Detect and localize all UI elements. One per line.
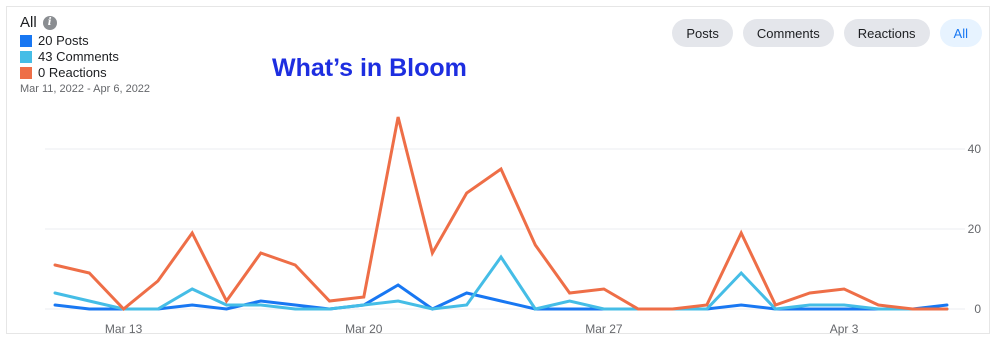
x-tick-label-mar-13: Mar 13 (105, 322, 143, 336)
overlay-title: What’s in Bloom (272, 54, 467, 82)
series-line-reactions (53, 116, 949, 312)
info-icon[interactable]: i (42, 15, 57, 30)
x-tick-label-mar-27: Mar 27 (585, 322, 623, 336)
legend-label-comments: 43 Comments (38, 49, 119, 64)
legend-item-reactions: 0 Reactions (20, 65, 119, 81)
filter-bar: Posts Comments Reactions All (672, 19, 982, 47)
chart-scope-title: All (20, 14, 37, 31)
y-tick-label-0: 0 (974, 302, 981, 316)
chart-header: All i (20, 14, 57, 31)
filter-posts-button[interactable]: Posts (672, 19, 733, 47)
x-tick-label-mar-20: Mar 20 (345, 322, 383, 336)
legend-swatch-reactions (20, 67, 32, 79)
legend-item-posts: 20 Posts (20, 33, 119, 49)
legend-swatch-comments (20, 51, 32, 63)
x-tick-label-apr-3: Apr 3 (830, 322, 859, 336)
legend-label-reactions: 0 Reactions (38, 65, 107, 80)
filter-comments-button[interactable]: Comments (742, 19, 834, 47)
filter-reactions-button[interactable]: Reactions (843, 19, 930, 47)
date-range: Mar 11, 2022 - Apr 6, 2022 (20, 83, 151, 95)
legend-item-comments: 43 Comments (20, 49, 119, 65)
filter-all-button[interactable]: All (939, 19, 982, 47)
legend-swatch-posts (20, 35, 32, 47)
y-tick-label-40: 40 (968, 142, 982, 156)
y-tick-label-20: 20 (968, 222, 982, 236)
legend-label-posts: 20 Posts (38, 33, 89, 48)
legend: 20 Posts 43 Comments 0 Reactions (20, 33, 119, 81)
